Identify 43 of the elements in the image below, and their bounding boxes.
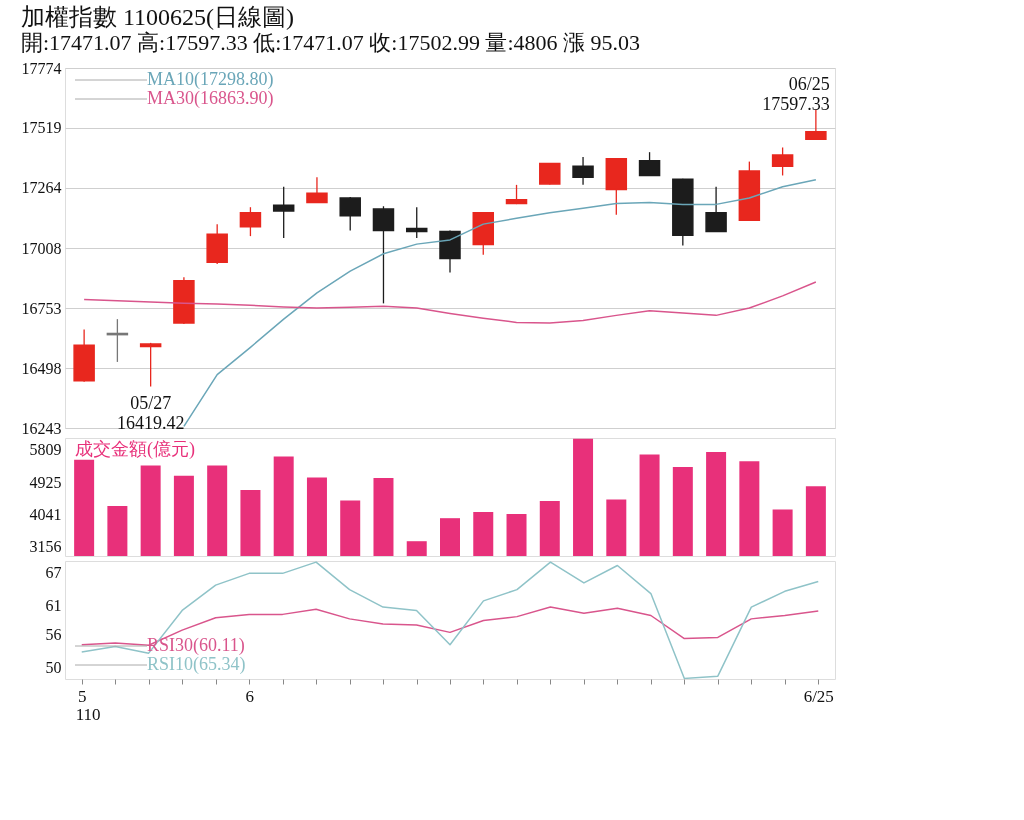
y-tick-label: 4041 xyxy=(29,505,62,523)
candlestick xyxy=(638,151,661,177)
y-tick-label: 17519 xyxy=(21,119,62,137)
y-tick-label: 4925 xyxy=(29,473,62,491)
x-tick-label: 5 xyxy=(77,686,87,706)
y-tick-label: 56 xyxy=(45,625,62,643)
y-tick-label: 16498 xyxy=(21,359,62,377)
y-tick-label: 3156 xyxy=(29,538,62,556)
candlestick xyxy=(372,205,395,305)
y-tick-label: 17008 xyxy=(21,239,62,257)
line-series xyxy=(83,281,817,324)
candlestick xyxy=(239,206,262,237)
candlestick xyxy=(572,156,594,186)
y-tick-label: 50 xyxy=(45,659,62,677)
chart-subtitle: 開:17471.07 高:17597.33 低:17471.07 收:17502.99 量:4806 漲 95.03 xyxy=(21,30,641,55)
y-tick-label: 17774 xyxy=(21,59,62,77)
y-tick-label: 17264 xyxy=(21,179,62,197)
candlestick xyxy=(771,146,794,177)
line-series xyxy=(80,561,820,679)
series-label: 成交金額(億元) xyxy=(75,439,195,460)
y-tick-label: 67 xyxy=(45,563,62,581)
y-tick-label: 5809 xyxy=(29,441,62,459)
annotation: 06/25 17597.33 xyxy=(762,73,830,114)
line-series xyxy=(183,178,817,428)
chart-title: 加權指數 1100625(日線圖) xyxy=(21,4,295,30)
y-tick-label: 16753 xyxy=(21,299,62,317)
candlestick xyxy=(272,186,295,239)
y-tick-label: 61 xyxy=(45,597,62,615)
text: MA10(17298.80) xyxy=(147,69,274,90)
candlestick xyxy=(139,342,162,388)
x-tick-label: 6/25 xyxy=(803,686,834,706)
candlestick xyxy=(405,206,428,239)
candlestick xyxy=(306,176,328,204)
x-tick-label: 6 xyxy=(245,686,254,706)
text: MA30(16863.90) xyxy=(147,88,274,109)
text: 110 xyxy=(75,705,101,724)
y-tick-label: 16243 xyxy=(21,419,62,437)
candlestick xyxy=(705,186,727,233)
candlestick xyxy=(539,162,561,186)
series-label: RSI10(65.34) xyxy=(147,654,246,675)
candlestick xyxy=(805,108,827,140)
candlestick xyxy=(339,196,361,232)
annotation: 05/27 16419.42 xyxy=(116,392,185,433)
